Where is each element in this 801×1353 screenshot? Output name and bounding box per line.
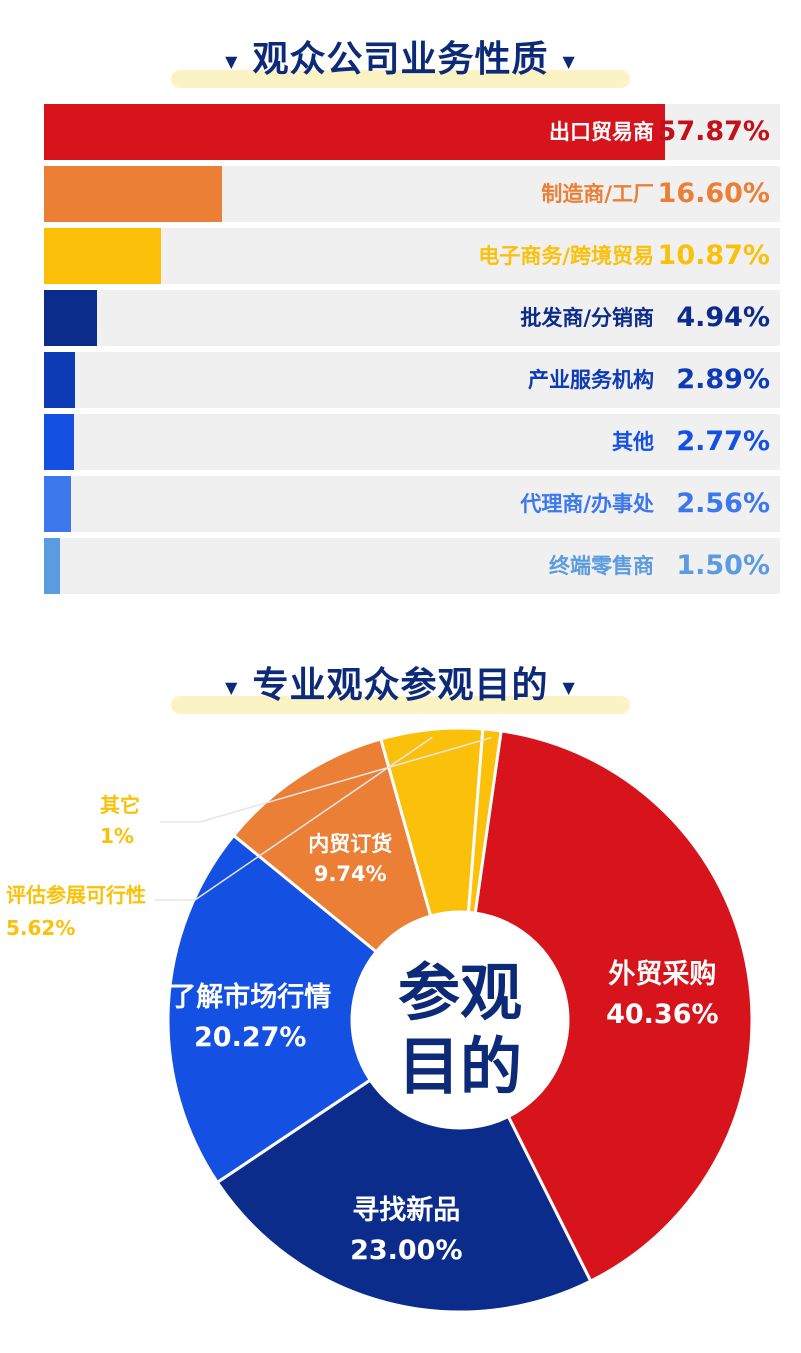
bar	[44, 414, 74, 470]
bar-category-label: 批发商/分销商	[520, 306, 654, 330]
bar-row: 终端零售商 1.50%	[44, 538, 780, 594]
bar	[44, 228, 161, 284]
bar-category-label: 出口贸易商	[549, 120, 654, 144]
pie-slice-label: 了解市场行情	[169, 981, 331, 1013]
bar-row: 制造商/工厂 16.60%	[44, 166, 780, 222]
bar	[44, 104, 665, 160]
bar-value-label: 2.77%	[676, 426, 770, 457]
bar-value-label: 57.87%	[657, 116, 770, 147]
pie-slice-label: 内贸订货	[308, 832, 392, 856]
bar-row: 批发商/分销商 4.94%	[44, 290, 780, 346]
pie-slice-value: 40.36%	[606, 999, 718, 1030]
bar-row: 电子商务/跨境贸易 10.87%	[44, 228, 780, 284]
bar-category-label: 电子商务/跨境贸易	[478, 244, 654, 268]
bar-category-label: 终端零售商	[549, 554, 654, 578]
donut-center-label: 参观	[398, 956, 522, 1029]
triangle-marker-icon: ▼	[225, 51, 239, 71]
pie-slice-label: 寻找新品	[352, 1194, 460, 1226]
bar-category-label: 其他	[612, 430, 654, 454]
pie-slice-value: 9.74%	[314, 862, 387, 886]
section-title-purpose: ▼ 专业观众参观目的 ▼	[0, 656, 801, 714]
bar-track	[44, 228, 780, 284]
pie-slice-label: 其它	[100, 793, 140, 817]
bar	[44, 352, 75, 408]
leader-line	[160, 736, 492, 823]
leader-line	[155, 736, 433, 901]
bar-track	[44, 538, 780, 594]
pie-slice-label: 外贸采购	[608, 959, 716, 990]
bar-category-label: 代理商/办事处	[520, 492, 654, 516]
pie-slice-value: 23.00%	[350, 1235, 462, 1266]
bar-track	[44, 290, 780, 346]
pie-slice-value: 1%	[100, 824, 134, 848]
business-title: 观众公司业务性质	[252, 39, 549, 80]
triangle-marker-icon: ▼	[562, 677, 576, 697]
bar-row: 其他 2.77%	[44, 414, 780, 470]
donut-center	[352, 912, 568, 1128]
bar-track	[44, 476, 780, 532]
bar-category-label: 制造商/工厂	[541, 182, 654, 206]
bar-value-label: 2.89%	[676, 364, 770, 395]
bar-value-label: 4.94%	[676, 302, 770, 333]
bar-track	[44, 414, 780, 470]
pie-slice-label: 评估参展可行性	[6, 883, 146, 907]
business-bar-chart: 出口贸易商 57.87% 制造商/工厂 16.60% 电子商务/跨境贸易 10.87% 批发…	[44, 104, 780, 600]
bar-row: 代理商/办事处 2.56%	[44, 476, 780, 532]
bar-track	[44, 352, 780, 408]
bar-category-label: 产业服务机构	[528, 368, 654, 392]
donut-center-label: 目的	[398, 1030, 522, 1103]
section-title-business: ▼ 观众公司业务性质 ▼	[0, 30, 801, 88]
bar-value-label: 2.56%	[676, 488, 770, 519]
pie-slice-value: 5.62%	[6, 916, 75, 940]
triangle-marker-icon: ▼	[225, 677, 239, 697]
bar-row: 产业服务机构 2.89%	[44, 352, 780, 408]
bar	[44, 166, 223, 222]
bar	[44, 290, 97, 346]
pie-slice-value: 20.27%	[194, 1022, 306, 1053]
bar-value-label: 16.60%	[657, 178, 770, 209]
triangle-marker-icon: ▼	[562, 51, 576, 71]
purpose-title: 专业观众参观目的	[252, 665, 549, 706]
bar-value-label: 1.50%	[676, 550, 770, 581]
bar-row: 出口贸易商 57.87%	[44, 104, 780, 160]
bar-value-label: 10.87%	[657, 240, 770, 271]
bar	[44, 476, 72, 532]
bar	[44, 538, 61, 594]
